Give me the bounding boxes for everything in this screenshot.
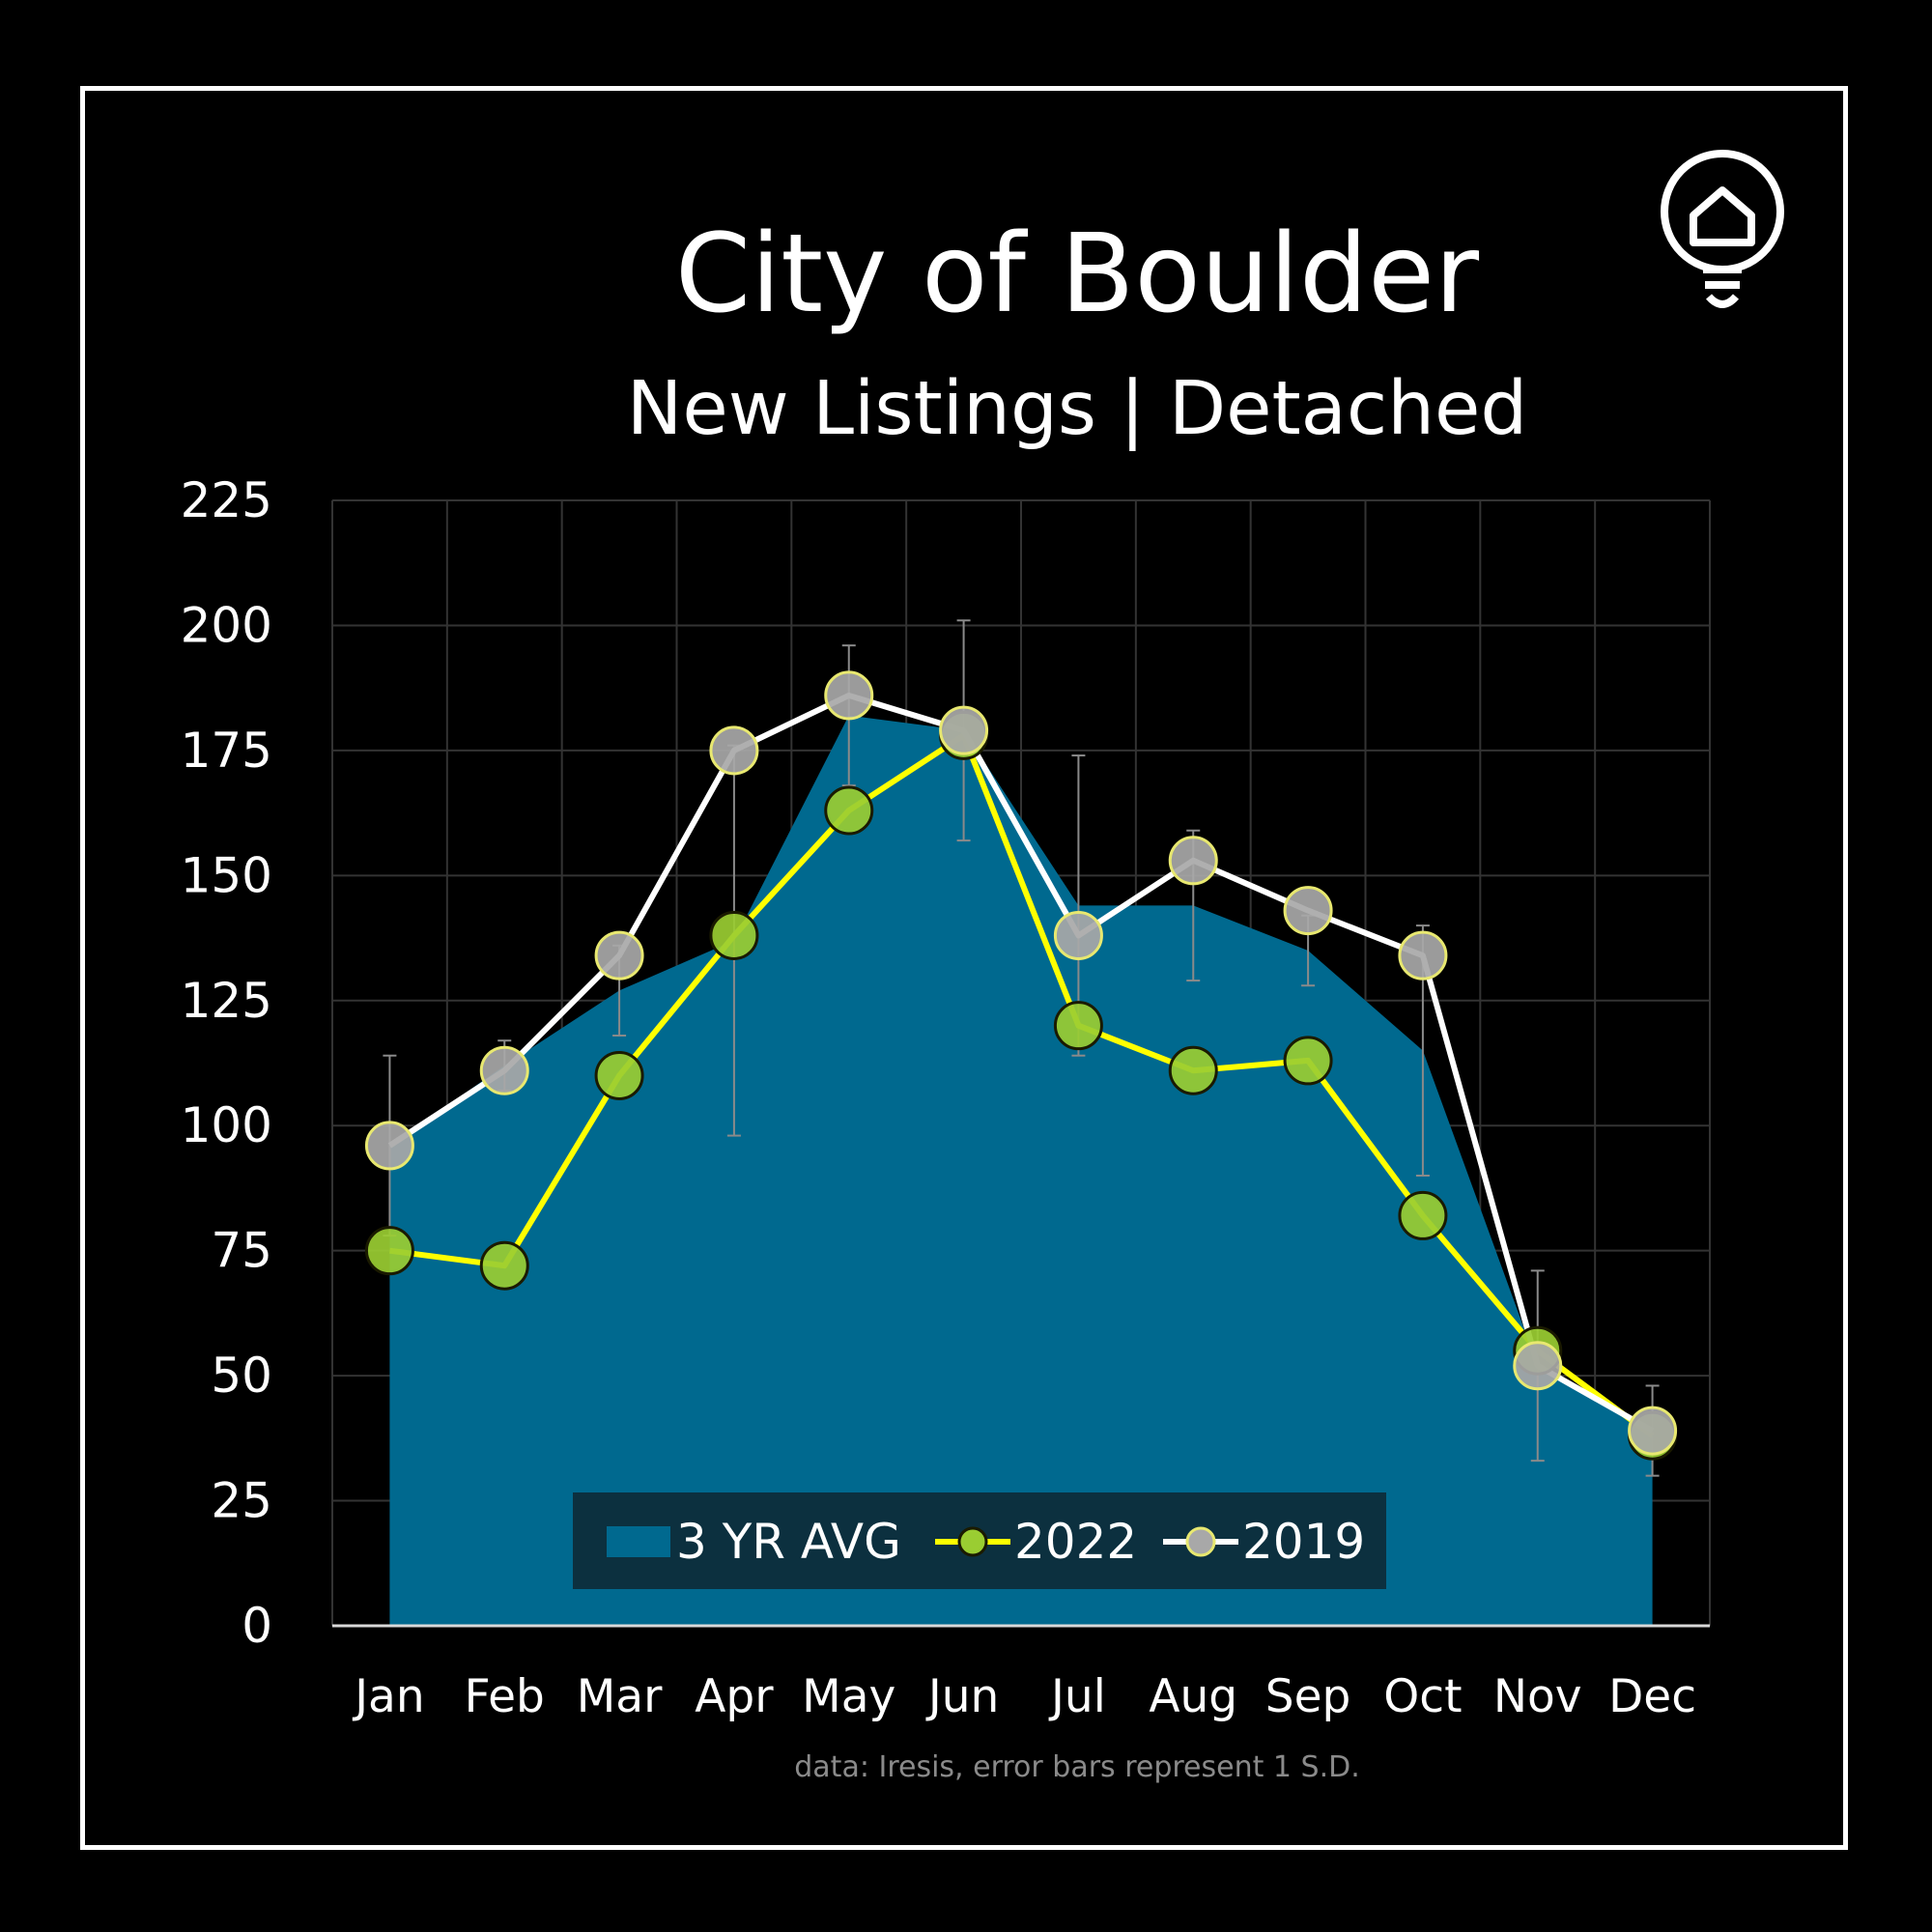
legend-label-3-yr-avg: 3 YR AVG [676,1514,901,1570]
line-series-2022 [389,732,1655,1438]
chart-title: City of Boulder [674,212,1480,337]
x-tick-label-jul: Jul [1048,1670,1106,1723]
point-2019-feb [479,1045,529,1095]
point-2022-sep [1283,1036,1333,1086]
point-2022-may [824,785,874,836]
x-tick-label-oct: Oct [1383,1670,1462,1723]
y-tick-label: 150 [181,847,272,903]
point-2019-mar [594,930,644,980]
y-tick-label: 25 [211,1473,272,1529]
legend-label-2022: 2022 [1014,1514,1137,1570]
x-tick-label-sep: Sep [1265,1670,1351,1723]
point-2022-mar [594,1050,644,1100]
point-2019-sep [1283,886,1333,936]
line-series-2019 [387,692,1655,1434]
y-tick-label: 125 [181,973,272,1029]
y-tick-label: 175 [181,723,272,779]
point-2019-dec [1628,1406,1678,1456]
x-tick-label-mar: Mar [577,1670,663,1723]
y-tick-label: 0 [242,1598,272,1654]
point-2019-aug [1168,836,1218,886]
legend-swatch-3-yr-avg [607,1526,670,1557]
legend-marker-2019 [1185,1526,1216,1557]
point-2019-jul [1053,910,1103,960]
chart-frame [80,86,1848,1850]
point-2022-aug [1168,1045,1218,1095]
point-2019-oct [1398,930,1448,980]
point-2019-may [824,670,874,721]
point-2022-oct [1398,1190,1448,1240]
chart-footnote: data: Iresis, error bars represent 1 S.D… [794,1750,1360,1784]
legend-marker-2022 [957,1526,988,1557]
point-2022-jan [364,1226,414,1276]
x-tick-label-jun: Jun [925,1670,999,1723]
y-tick-label: 200 [181,597,272,653]
point-2022-jul [1053,1001,1103,1051]
point-2019-jun [939,705,989,755]
x-tick-label-feb: Feb [465,1670,545,1723]
point-2019-jan [364,1121,414,1171]
point-2019-apr [709,725,759,776]
x-tick-label-may: May [802,1670,895,1723]
area-series-3-yr-avg [389,715,1653,1626]
chart-subtitle: New Listings | Detached [626,366,1528,452]
lightbulb-house-icon [1661,150,1784,308]
y-tick-label: 225 [181,472,272,528]
x-tick-label-nov: Nov [1493,1670,1582,1723]
point-2022-apr [709,910,759,960]
y-tick-label: 100 [181,1097,272,1153]
y-tick-label: 75 [211,1223,272,1279]
y-tick-label: 50 [211,1348,272,1404]
x-tick-label-apr: Apr [695,1670,774,1723]
point-2022-feb [479,1240,529,1291]
x-tick-label-jan: Jan [352,1670,424,1723]
point-2019-nov [1513,1341,1563,1391]
legend-label-2019: 2019 [1242,1514,1365,1570]
x-tick-label-aug: Aug [1149,1670,1237,1723]
x-tick-label-dec: Dec [1608,1670,1696,1723]
